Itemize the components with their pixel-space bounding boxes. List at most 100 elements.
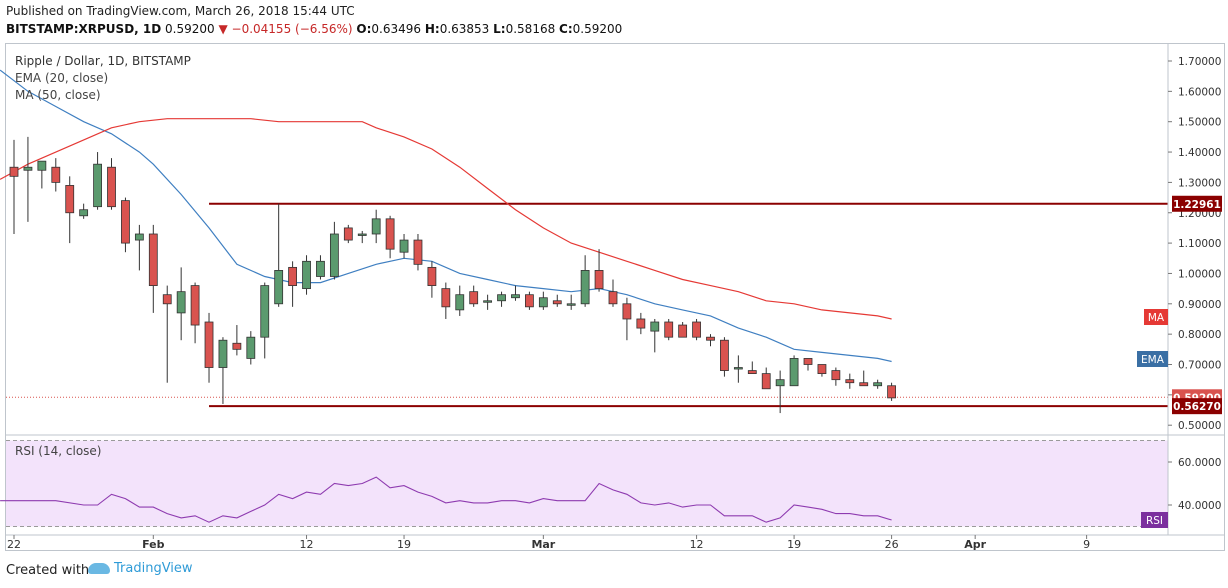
rsi-legend: RSI (14, close) (15, 444, 102, 458)
candle-body (399, 239, 409, 253)
candle-body (873, 382, 883, 387)
support-badge-label: 0.56270 (1173, 401, 1221, 413)
candle (357, 230, 367, 244)
candle-body (441, 288, 451, 308)
candle (538, 291, 548, 310)
candle-body (761, 373, 771, 390)
candle-body (148, 233, 158, 286)
candle-body (329, 233, 339, 277)
tradingview-logo[interactable]: TradingView (88, 561, 193, 576)
candle (622, 297, 632, 341)
candle (511, 285, 520, 301)
candle-body (775, 379, 785, 387)
candle (176, 267, 186, 341)
high-value: 0.63853 (439, 22, 490, 36)
candle (413, 233, 423, 271)
cloud-icon (88, 563, 110, 574)
candle (427, 261, 437, 298)
time-tick-label: 12 (690, 538, 704, 551)
candle-body (343, 227, 353, 241)
time-tick-label: 19 (787, 538, 801, 551)
price-tick-label: 0.70000 (1178, 360, 1221, 372)
candle-body (427, 266, 437, 286)
candle (817, 364, 827, 377)
ema-legend: EMA (20, close) (15, 71, 109, 85)
chart-frame[interactable] (5, 43, 1225, 551)
rsi-line (0, 476, 892, 523)
candle (302, 255, 311, 295)
candle (580, 255, 590, 307)
time-tick-label: 22 (7, 538, 21, 551)
low-value: 0.58168 (505, 22, 556, 36)
resistance-badge-label: 1.22961 (1173, 199, 1221, 211)
candle (747, 361, 757, 375)
rsi-tick-label: 40.0000 (1178, 500, 1221, 512)
candle (803, 358, 813, 371)
price-change: ▼ −0.04155 (−6.56%) (218, 22, 353, 36)
candle-body (817, 364, 827, 375)
candle (887, 382, 896, 401)
candle-body (692, 321, 701, 338)
candle-body (720, 339, 729, 371)
candle (232, 325, 242, 356)
candle-body (93, 163, 102, 208)
open-value: 0.63496 (371, 22, 422, 36)
symbol: BITSTAMP:XRPUSD, 1D (6, 22, 162, 36)
candle (566, 294, 576, 310)
candle-body (134, 233, 144, 241)
candle-body (803, 358, 813, 365)
time-tick-label: 26 (885, 538, 899, 551)
close-value: 0.59200 (572, 22, 623, 36)
candle (469, 285, 479, 307)
candle-body (107, 166, 116, 208)
candle (288, 261, 298, 307)
chart-title: Ripple / Dollar, 1D, BITSTAMP (15, 54, 191, 68)
candle (65, 176, 75, 244)
candle (107, 158, 116, 210)
candle-body (678, 324, 688, 338)
price-tick-label: 1.30000 (1178, 177, 1221, 189)
time-tick-label: Apr (964, 538, 986, 551)
candle-body (831, 370, 841, 381)
candle (51, 158, 61, 192)
price-tick-label: 1.10000 (1178, 238, 1221, 250)
ema-badge (1137, 351, 1168, 367)
candle-body (23, 166, 33, 171)
price-tick-label: 0.90000 (1178, 299, 1221, 311)
ma-badge-label: MA (1148, 312, 1165, 324)
ma-badge (1144, 309, 1168, 325)
high-label: H: (424, 22, 440, 36)
candle-body (65, 185, 75, 214)
candle-body (232, 342, 242, 350)
price-tick-label: 1.70000 (1178, 56, 1221, 68)
candle (859, 370, 869, 387)
candle-body (525, 294, 534, 308)
ema-badge-label: EMA (1141, 354, 1165, 366)
ema-20-line (0, 69, 892, 363)
candle-body (288, 266, 298, 286)
candle (497, 291, 506, 307)
candle (93, 152, 102, 210)
candle-body (859, 382, 869, 387)
candle (329, 221, 339, 280)
candle-body (552, 300, 562, 305)
candle-body (608, 291, 618, 305)
price-tick-label: 1.40000 (1178, 147, 1221, 159)
candle-body (79, 209, 89, 217)
candle-body (664, 321, 674, 338)
candle-body (455, 294, 465, 311)
candle-body (413, 239, 423, 265)
time-tick-label: 12 (300, 538, 314, 551)
candle-body (218, 339, 228, 368)
candle (134, 224, 144, 271)
candle-body (371, 218, 381, 235)
candle-body (594, 270, 604, 290)
candle-body (37, 160, 47, 171)
candle (148, 224, 158, 313)
candle-body (497, 294, 506, 302)
quote-line: BITSTAMP:XRPUSD, 1D 0.59200 ▼ −0.04155 (… (6, 22, 622, 36)
candle (608, 279, 618, 307)
tradingview-brand: TradingView (114, 561, 193, 576)
candle-body (385, 218, 395, 250)
